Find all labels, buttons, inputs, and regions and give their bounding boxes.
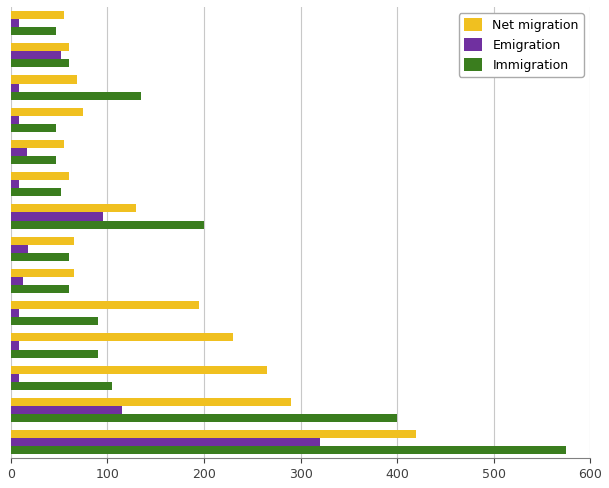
- Bar: [11, 172, 69, 180]
- Bar: [11, 60, 69, 67]
- Bar: [11, 406, 122, 414]
- Bar: [11, 342, 19, 349]
- Bar: [11, 27, 56, 35]
- Bar: [11, 140, 64, 148]
- Bar: [11, 148, 27, 156]
- Bar: [11, 212, 103, 221]
- Bar: [11, 244, 29, 253]
- Bar: [11, 366, 267, 374]
- Bar: [11, 116, 19, 124]
- Bar: [11, 221, 204, 228]
- Bar: [11, 414, 397, 422]
- Bar: [11, 76, 77, 83]
- Bar: [11, 156, 56, 164]
- Bar: [11, 11, 64, 19]
- Legend: Net migration, Emigration, Immigration: Net migration, Emigration, Immigration: [459, 13, 584, 77]
- Bar: [11, 253, 69, 261]
- Bar: [11, 204, 136, 212]
- Bar: [11, 382, 112, 390]
- Bar: [11, 446, 566, 454]
- Bar: [11, 285, 69, 293]
- Bar: [11, 92, 141, 100]
- Bar: [11, 438, 320, 446]
- Bar: [11, 19, 19, 27]
- Bar: [11, 108, 83, 116]
- Bar: [11, 124, 56, 132]
- Bar: [11, 374, 19, 382]
- Bar: [11, 317, 98, 325]
- Bar: [11, 180, 19, 188]
- Bar: [11, 430, 417, 438]
- Bar: [11, 349, 98, 358]
- Bar: [11, 398, 291, 406]
- Bar: [11, 188, 61, 196]
- Bar: [11, 51, 61, 60]
- Bar: [11, 301, 199, 309]
- Bar: [11, 277, 23, 285]
- Bar: [11, 43, 69, 51]
- Bar: [11, 269, 74, 277]
- Bar: [11, 83, 19, 92]
- Bar: [11, 237, 74, 244]
- Bar: [11, 309, 19, 317]
- Bar: [11, 333, 233, 342]
